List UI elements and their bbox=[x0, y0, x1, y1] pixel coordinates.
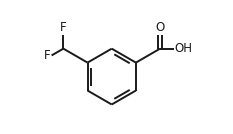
Text: O: O bbox=[155, 21, 165, 34]
Text: F: F bbox=[44, 49, 51, 62]
Text: F: F bbox=[60, 21, 67, 34]
Text: OH: OH bbox=[175, 42, 192, 55]
